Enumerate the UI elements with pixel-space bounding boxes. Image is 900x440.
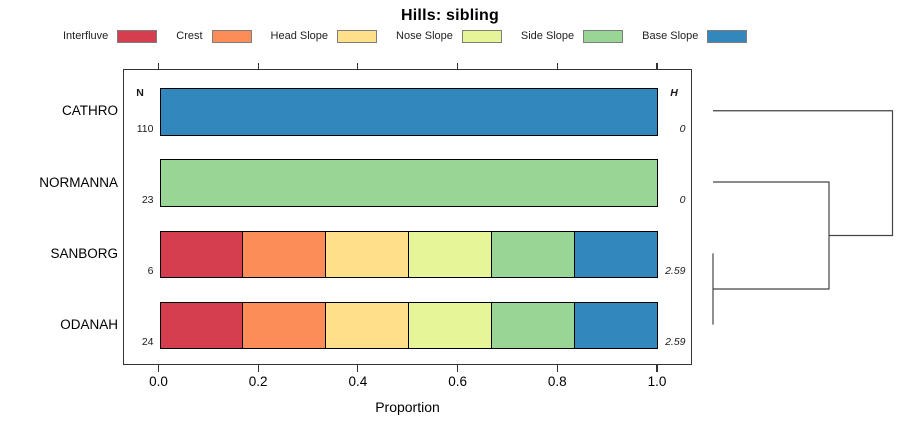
x-axis-tick-top <box>556 62 558 69</box>
legend-swatch <box>117 29 158 43</box>
legend-item: Side Slope <box>520 29 624 43</box>
n-column-header: N <box>136 87 144 99</box>
h-value: 2.59 <box>665 336 686 349</box>
bar-segment-side-slope <box>492 302 576 349</box>
x-axis-tick-bottom <box>357 365 359 372</box>
legend-label: Base Slope <box>642 30 699 42</box>
bar-odanah <box>159 301 658 350</box>
legend-label: Head Slope <box>270 30 329 42</box>
x-axis-tick-bottom <box>257 365 259 372</box>
row-label-cathro: CATHRO <box>62 103 118 119</box>
n-value: 23 <box>141 193 154 206</box>
x-axis-tick-label: 0.0 <box>149 374 168 389</box>
legend-label: Nose Slope <box>396 30 453 42</box>
bar-segment-head-slope <box>326 302 410 349</box>
x-axis-tick-top <box>357 62 359 69</box>
x-axis-tick-top <box>457 62 459 69</box>
bar-sanborg <box>159 230 658 279</box>
legend-label: Crest <box>176 30 203 42</box>
bar-segment-crest <box>243 302 327 349</box>
bar-segment-nose-slope <box>409 302 493 349</box>
bar-cathro <box>159 88 658 136</box>
legend-item: Interfluve <box>63 29 158 43</box>
x-axis-title: Proportion <box>375 399 440 415</box>
bar-segment-base-slope <box>575 302 658 349</box>
row-label-sanborg: SANBORG <box>50 245 118 261</box>
x-axis-tick-label: 1.0 <box>647 374 667 389</box>
x-axis-tick-top <box>257 62 259 69</box>
bar-segment-base-slope <box>575 231 658 278</box>
x-axis-tick-bottom <box>457 365 459 372</box>
chart-title: Hills: sibling <box>401 7 499 24</box>
x-axis-tick-top <box>656 62 658 69</box>
legend-swatch <box>583 29 624 43</box>
h-column-header: H <box>670 87 678 99</box>
bar-segment-crest <box>243 231 327 278</box>
x-axis-tick-label: 0.4 <box>348 374 368 389</box>
bar-segment-side-slope <box>492 231 576 278</box>
bar-segment-interfluve <box>160 231 244 278</box>
bar-normanna <box>159 159 658 207</box>
legend-swatch <box>337 29 378 43</box>
x-axis-tick-bottom <box>556 365 558 372</box>
legend-item: Base Slope <box>642 29 748 43</box>
n-value: 110 <box>136 122 154 135</box>
dendrogram-branch-cathro <box>713 110 894 237</box>
legend-item: Head Slope <box>270 29 378 43</box>
legend-swatch <box>211 29 252 43</box>
legend-label: Interfluve <box>63 30 109 42</box>
x-axis-tick-label: 0.2 <box>248 374 268 389</box>
x-axis-tick-bottom <box>157 365 160 372</box>
plot-area: N H 110 0 23 0 6 2.59 24 2.59 <box>123 69 692 365</box>
x-axis-tick-bottom <box>656 365 658 372</box>
legend: Interfluve Crest Head Slope Nose Slope Side … <box>63 28 748 44</box>
n-value: 24 <box>141 336 154 349</box>
legend-swatch <box>461 29 502 43</box>
bar-segment-nose-slope <box>409 231 493 278</box>
x-axis-tick-label: 0.6 <box>448 374 467 389</box>
bar-segment-head-slope <box>326 231 410 278</box>
legend-item: Nose Slope <box>396 29 502 43</box>
n-value: 6 <box>147 265 154 278</box>
row-label-odanah: ODANAH <box>60 317 118 333</box>
legend-label: Side Slope <box>520 30 575 42</box>
x-axis-tick-top <box>157 62 160 69</box>
legend-item: Crest <box>176 29 252 43</box>
row-label-normanna: NORMANNA <box>39 174 118 190</box>
dendrogram-branch-normanna <box>713 181 830 290</box>
legend-swatch <box>707 29 748 43</box>
bar-segment-side-slope <box>160 160 657 206</box>
bar-segment-interfluve <box>160 302 244 349</box>
h-value: 0 <box>679 122 686 135</box>
x-axis-tick-label: 0.8 <box>547 374 567 389</box>
h-value: 0 <box>679 193 686 206</box>
bar-segment-base-slope <box>160 89 657 135</box>
h-value: 2.59 <box>665 265 686 278</box>
